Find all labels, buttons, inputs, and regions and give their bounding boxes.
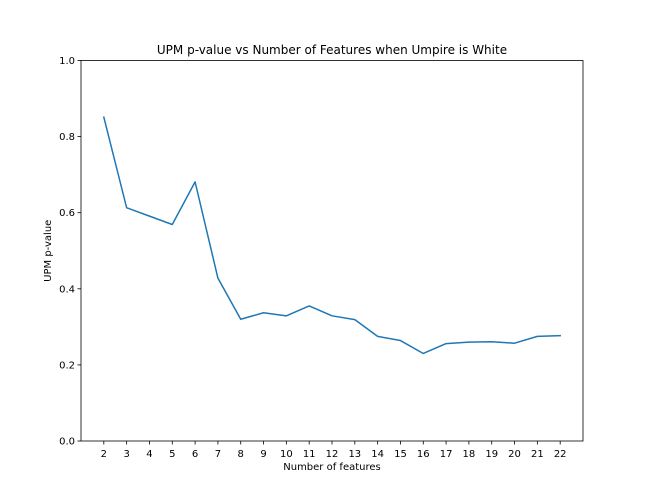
x-tick-label: 3 <box>123 449 129 460</box>
y-axis-ticks: 0.0 0.2 0.4 0.6 0.8 1.0 <box>59 56 81 448</box>
plot-area <box>81 60 583 441</box>
series-group <box>102 116 561 355</box>
x-tick-label: 4 <box>146 449 152 460</box>
x-axis-ticks: 2 3 4 5 6 7 8 9 10 11 12 13 14 15 16 17 18 19 20 21 22 <box>101 441 567 460</box>
x-tick-label: 20 <box>508 449 521 460</box>
x-axis-label: Number of features <box>283 462 380 473</box>
y-tick-label: 1.0 <box>59 56 75 67</box>
plot-frame <box>80 60 584 442</box>
x-tick-label: 6 <box>192 449 198 460</box>
y-tick-label: 0.8 <box>59 132 75 143</box>
x-tick-label: 14 <box>371 449 384 460</box>
x-tick-label: 2 <box>101 449 107 460</box>
x-tick-label: 18 <box>463 449 476 460</box>
y-axis-label: UPM p-value <box>43 220 54 282</box>
x-tick-label: 12 <box>326 449 339 460</box>
x-tick-label: 21 <box>531 449 544 460</box>
x-tick-label: 9 <box>260 449 266 460</box>
y-tick-label: 0.2 <box>59 360 75 371</box>
x-tick-label: 5 <box>169 449 175 460</box>
y-tick-label: 0.6 <box>59 208 75 219</box>
x-tick-label: 17 <box>440 449 453 460</box>
x-tick-label: 16 <box>417 449 430 460</box>
x-tick-label: 11 <box>303 449 316 460</box>
y-tick-label: 0.4 <box>59 284 75 295</box>
x-tick-label: 8 <box>238 449 244 460</box>
x-tick-label: 13 <box>348 449 361 460</box>
y-tick-label: 0.0 <box>59 437 75 448</box>
x-tick-label: 19 <box>485 449 498 460</box>
x-tick-label: 22 <box>554 449 567 460</box>
x-tick-label: 15 <box>394 449 407 460</box>
x-tick-label: 10 <box>280 449 293 460</box>
series-line <box>102 116 561 355</box>
x-tick-label: 7 <box>215 449 221 460</box>
chart-title: UPM p-value vs Number of Features when U… <box>157 43 507 57</box>
